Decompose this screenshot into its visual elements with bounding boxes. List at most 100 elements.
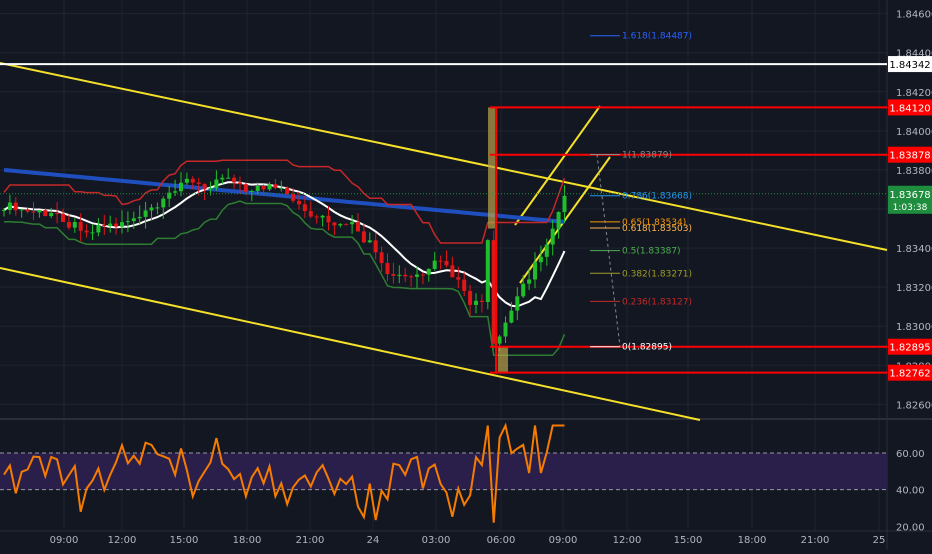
candle-body <box>137 216 142 219</box>
rsi-axis-tick: 60.00 <box>896 449 925 460</box>
candle-body <box>161 198 166 208</box>
candle-body <box>320 215 325 218</box>
time-axis-tick: 09:00 <box>549 535 578 546</box>
time-axis-tick: 09:00 <box>50 535 79 546</box>
level-price-tag <box>888 146 932 163</box>
time-axis-tick: 15:00 <box>674 535 703 546</box>
candle-body <box>279 187 284 189</box>
candle-body <box>214 179 219 188</box>
candle-body <box>196 182 201 185</box>
level-price-label: 1.82762 <box>889 369 930 380</box>
candle-body <box>167 192 172 199</box>
candle-body <box>297 200 301 205</box>
level-price-tag <box>888 99 932 116</box>
fib-level-label: 1.618(1.84487) <box>622 32 692 42</box>
candle-body <box>184 178 189 183</box>
horizontal-levels: 1.84342 1.84120 1.83878 1.82895 1.82762 <box>0 56 932 381</box>
countdown-label: 1:03:38 <box>893 203 928 213</box>
candle-body <box>462 279 467 292</box>
candle-body <box>25 209 30 212</box>
candle-body <box>338 224 343 226</box>
candle-body <box>72 222 77 228</box>
candle-body <box>243 184 248 192</box>
candle-body <box>291 194 296 201</box>
candle-body <box>409 276 414 278</box>
candle-body <box>426 268 431 275</box>
candle-body <box>438 260 443 262</box>
channel-lower-line <box>0 267 701 421</box>
candle-body <box>102 224 107 227</box>
candle-body <box>84 230 89 233</box>
candle-body <box>173 191 178 193</box>
candle-body <box>155 207 160 209</box>
candle-body <box>120 222 124 227</box>
price-axis-tick: 1.84000 <box>896 127 932 138</box>
fibonacci-levels: 1.618(1.84487) 1(1.83879) 0.786(1.83668) 0.… <box>590 32 692 353</box>
candle-body <box>143 210 148 217</box>
price-axis-tick: 1.83400 <box>896 244 932 255</box>
time-axis-tick: 06:00 <box>487 535 516 546</box>
candle-body <box>379 252 384 264</box>
candle-body <box>308 211 313 217</box>
candle-body <box>78 222 83 231</box>
current-price-label: 1.83678 <box>889 190 930 201</box>
candle-body <box>474 300 478 305</box>
candle-body <box>31 211 36 213</box>
time-axis-tick: 18:00 <box>738 535 767 546</box>
candle-body <box>208 187 213 190</box>
candle-body <box>456 277 461 280</box>
candle-body <box>515 296 520 311</box>
candle-body <box>361 231 366 243</box>
candle-body <box>367 240 372 243</box>
candle-body <box>356 222 360 232</box>
candle-body <box>190 178 195 183</box>
price-axis-tick: 1.83200 <box>896 283 932 294</box>
time-axis-tick: 25 <box>873 535 886 546</box>
spike-box-bottom <box>498 346 508 373</box>
candle-body <box>521 283 526 297</box>
fib-level-label: 0.5(1.83387) <box>622 247 681 257</box>
candle-body <box>232 177 237 183</box>
candle-body <box>450 265 455 278</box>
candle-body <box>302 204 307 212</box>
price-axis-tick: 1.84600 <box>896 10 932 21</box>
candle-body <box>415 274 419 277</box>
fib-level-label: 0.618(1.83503) <box>622 224 692 234</box>
rsi-axis-tick: 40.00 <box>896 486 925 497</box>
time-axis-tick: 18:00 <box>233 535 262 546</box>
candle-body <box>533 262 537 280</box>
rsi-band <box>0 453 887 490</box>
candle-body <box>249 190 254 192</box>
candle-body <box>13 202 18 211</box>
candle-body <box>179 182 183 192</box>
candle-body <box>326 215 331 223</box>
ma-white-line <box>3 181 566 308</box>
price-axis-tick: 1.84200 <box>896 88 932 99</box>
candle-body <box>49 213 54 217</box>
time-axis-tick: 12:00 <box>613 535 642 546</box>
candle-body <box>562 195 567 213</box>
candle-body <box>66 222 71 228</box>
price-axis-tick: 1.84400 <box>896 49 932 60</box>
fib-level-label: 1(1.83879) <box>622 151 672 161</box>
fib-level-label: 0(1.82895) <box>622 343 672 353</box>
candle-body <box>403 274 408 277</box>
ma-blue-line <box>3 167 565 224</box>
level-price-label: 1.84120 <box>889 103 930 114</box>
candle-body <box>261 185 266 190</box>
candle-body <box>238 182 242 185</box>
fib-level-label: 0.382(1.83271) <box>622 269 692 279</box>
candle-body <box>332 222 337 226</box>
candle-body <box>285 187 290 195</box>
candle-body <box>556 212 561 229</box>
candle-body <box>43 210 48 217</box>
candle-body <box>397 274 402 276</box>
level-price-tag <box>888 338 932 355</box>
time-axis-tick: 21:00 <box>801 535 830 546</box>
candle-body <box>19 209 24 211</box>
time-axis-tick: 12:00 <box>108 535 137 546</box>
fib-level-label: 0.786(1.83668) <box>622 192 692 202</box>
candle-body <box>131 218 136 222</box>
